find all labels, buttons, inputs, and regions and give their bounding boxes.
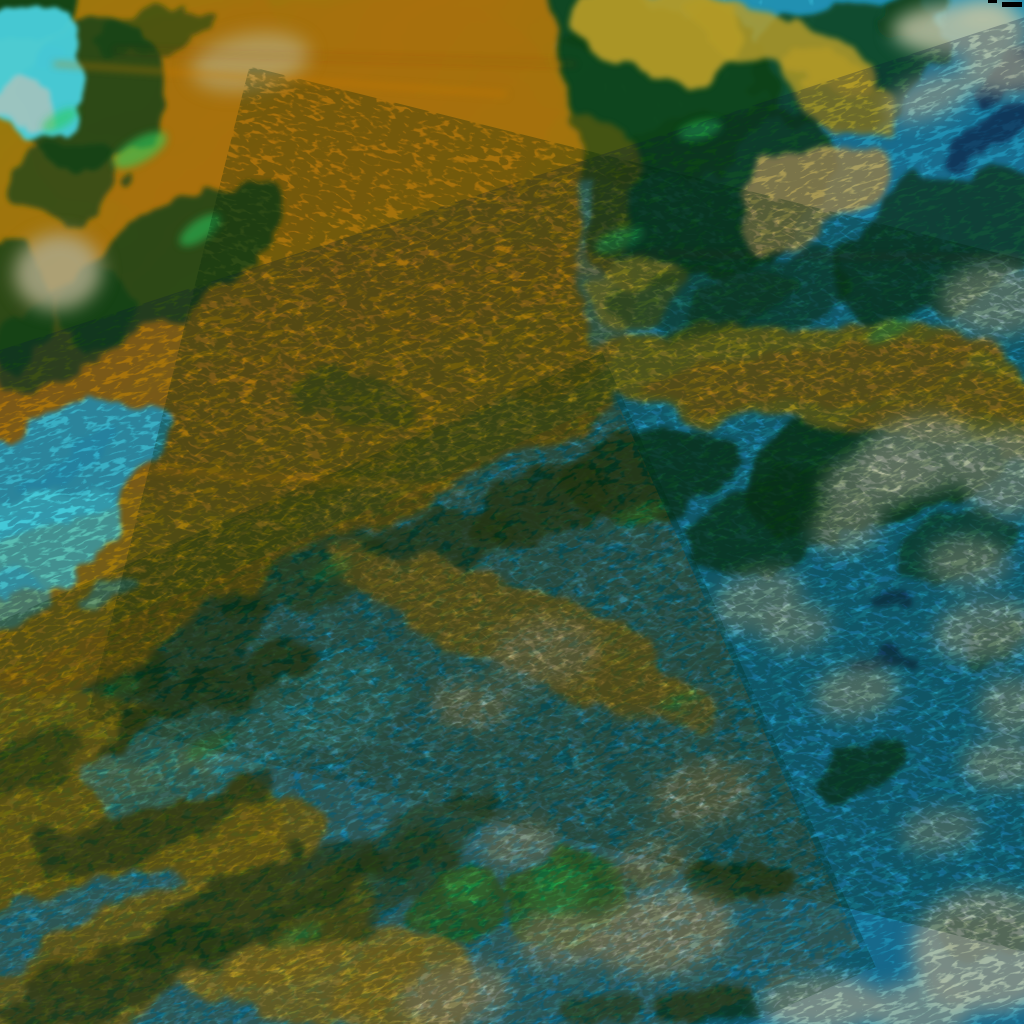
artifact-dash [1002, 2, 1022, 7]
green-accent [42, 107, 78, 133]
grey-cloud-fleck [0, 82, 52, 134]
green-accent [113, 131, 167, 169]
tan-patch [962, 46, 1024, 94]
scan-line [0, 904, 191, 916]
gold-blob [789, 60, 901, 130]
grey-tan-patch [14, 233, 102, 311]
green-accent [179, 213, 221, 247]
scan-line [619, 252, 1021, 259]
stipple-texture-rust [0, 477, 767, 1024]
green-accent [678, 119, 722, 141]
sensor-artifact-dash [988, 0, 1022, 7]
scan-line-streaks [0, 49, 1021, 916]
tan-patch [886, 71, 974, 123]
scan-line [148, 468, 467, 492]
ridge-blob [1, 137, 123, 227]
scan-line [114, 49, 576, 65]
ridge-blob [90, 5, 210, 55]
scan-line [53, 62, 507, 96]
tan-patch [955, 0, 1015, 26]
artifact-dash [988, 0, 997, 3]
